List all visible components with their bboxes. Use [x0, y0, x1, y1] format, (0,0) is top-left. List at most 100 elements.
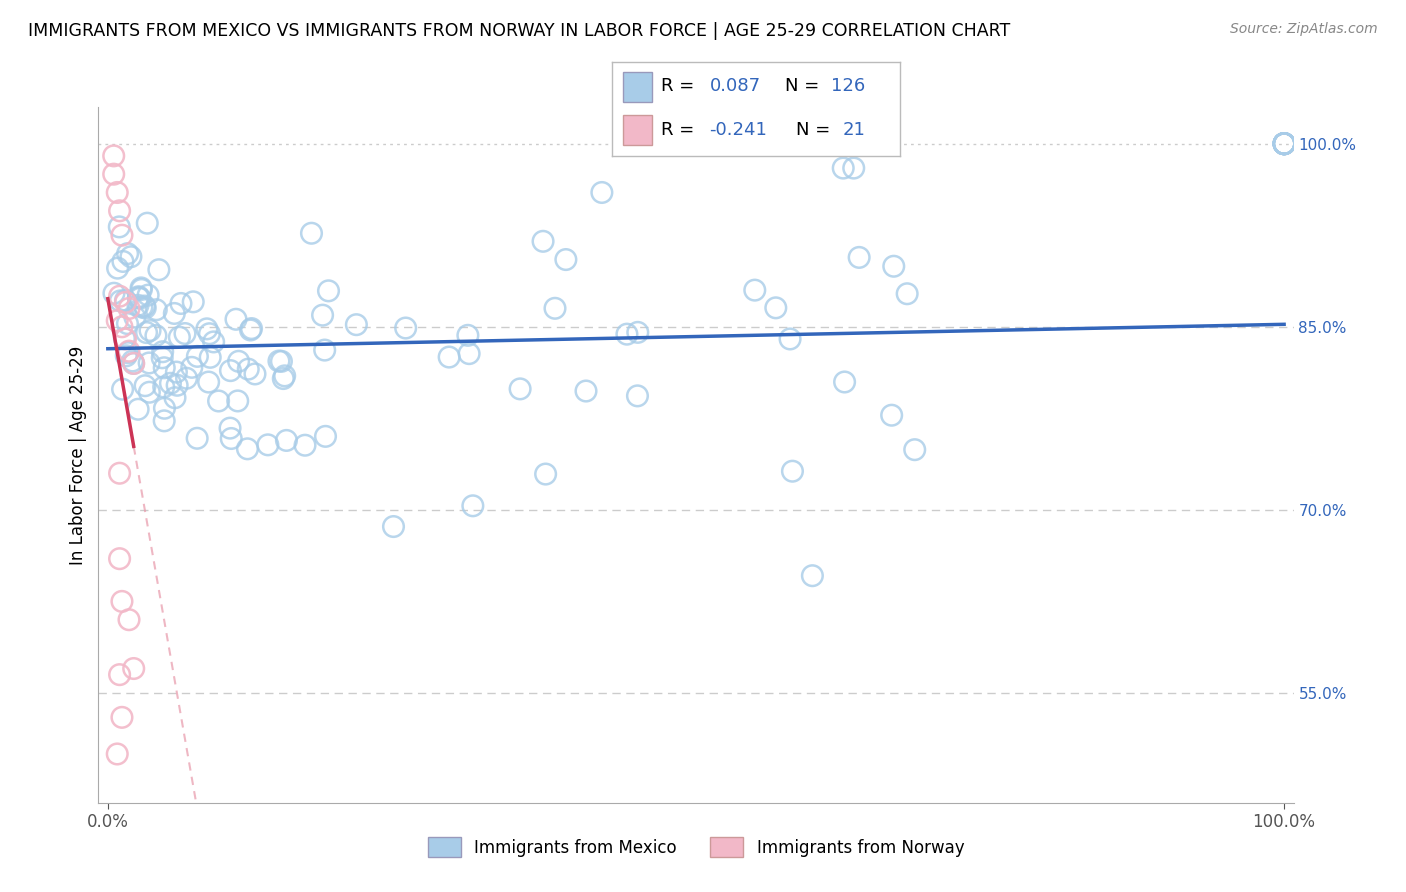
Point — [181, 294, 204, 309]
Point — [118, 613, 141, 627]
Point — [103, 149, 125, 163]
Point — [128, 290, 150, 304]
Point — [832, 161, 855, 175]
Point — [163, 306, 186, 320]
Point — [159, 376, 181, 391]
Point — [134, 301, 156, 315]
Point — [136, 216, 159, 230]
Point — [122, 356, 145, 370]
Point — [145, 328, 167, 343]
Point — [108, 203, 131, 218]
Point — [848, 251, 870, 265]
Point — [834, 375, 856, 389]
Point — [108, 551, 131, 566]
Point — [904, 442, 927, 457]
Point — [195, 322, 218, 336]
Text: R =: R = — [661, 121, 693, 139]
Text: R =: R = — [661, 77, 693, 95]
Point — [108, 467, 131, 481]
Point — [169, 330, 191, 344]
Point — [197, 375, 219, 389]
Point — [627, 326, 650, 340]
Point — [1272, 136, 1295, 151]
Point — [219, 432, 242, 446]
Point — [267, 354, 290, 368]
Point — [111, 254, 134, 268]
Point — [186, 350, 208, 364]
Point — [257, 438, 280, 452]
Point — [129, 281, 152, 295]
Point — [240, 321, 263, 335]
Point — [131, 300, 153, 314]
Point — [150, 351, 173, 365]
Bar — [623, 115, 652, 145]
Point — [344, 318, 367, 332]
Point — [176, 371, 198, 385]
Point — [152, 344, 174, 359]
Point — [883, 259, 905, 273]
Point — [103, 286, 125, 301]
Point — [115, 349, 138, 363]
Point — [124, 310, 146, 324]
Point — [163, 391, 186, 405]
Text: 21: 21 — [842, 121, 865, 139]
Point — [294, 438, 316, 452]
Text: -0.241: -0.241 — [710, 121, 768, 139]
Point — [112, 332, 135, 346]
Text: 126: 126 — [831, 77, 865, 95]
Point — [118, 301, 141, 316]
Point — [122, 661, 145, 675]
Point — [1272, 136, 1295, 151]
Point — [105, 186, 128, 200]
Y-axis label: In Labor Force | Age 25-29: In Labor Force | Age 25-29 — [69, 345, 87, 565]
Point — [273, 368, 295, 383]
Point — [311, 308, 333, 322]
Point — [153, 401, 176, 416]
Point — [554, 252, 576, 267]
Point — [105, 313, 128, 327]
Text: 0.087: 0.087 — [710, 77, 761, 95]
Point — [219, 363, 242, 377]
Point — [744, 283, 766, 297]
Point — [114, 332, 136, 346]
Point — [1272, 136, 1295, 151]
Point — [114, 293, 136, 308]
Point — [134, 378, 156, 392]
Point — [225, 312, 247, 326]
Point — [166, 378, 188, 392]
Point — [301, 226, 323, 240]
Text: Source: ZipAtlas.com: Source: ZipAtlas.com — [1230, 22, 1378, 37]
Point — [314, 343, 336, 357]
Point — [880, 408, 903, 422]
Point — [382, 519, 405, 533]
Point — [531, 235, 554, 249]
Point — [122, 356, 145, 370]
Point — [111, 228, 134, 243]
Point — [134, 299, 156, 313]
Point — [118, 344, 141, 359]
Point — [165, 365, 187, 379]
Point — [1272, 136, 1295, 151]
Point — [1272, 136, 1295, 151]
Point — [276, 434, 298, 448]
Point — [128, 291, 150, 305]
Point — [103, 167, 125, 181]
Point — [765, 301, 787, 315]
Point — [139, 324, 162, 338]
Point — [114, 295, 136, 310]
Point — [896, 286, 918, 301]
Legend: Immigrants from Mexico, Immigrants from Norway: Immigrants from Mexico, Immigrants from … — [420, 830, 972, 864]
Point — [186, 431, 208, 445]
Point — [616, 327, 638, 342]
Point — [1272, 136, 1295, 151]
Point — [1272, 136, 1295, 151]
Point — [1272, 136, 1295, 151]
Point — [207, 394, 229, 409]
Point — [457, 328, 479, 343]
Point — [145, 302, 167, 317]
Point — [1272, 136, 1295, 151]
Point — [138, 356, 160, 370]
Point — [127, 291, 149, 305]
Point — [458, 346, 481, 360]
Point — [107, 261, 129, 276]
